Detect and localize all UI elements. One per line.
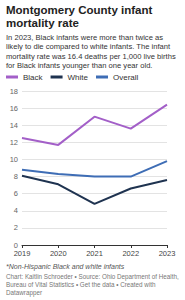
svg-text:2023: 2023 [159,248,176,257]
svg-text:Black: Black [23,73,44,82]
svg-text:2022: 2022 [122,248,139,257]
svg-text:2: 2 [14,223,18,232]
svg-text:8: 8 [14,172,18,181]
svg-text:2019: 2019 [14,248,31,257]
svg-text:Overall: Overall [113,73,139,82]
svg-text:6: 6 [14,189,18,198]
svg-text:16: 16 [10,103,18,112]
html-text:In 2023, Black infants were mo: In 2023, Black infants were more than tw… [6,33,176,71]
html-text:*Non-Hispanic Black and white: *Non-Hispanic Black and white infants [6,263,125,270]
svg-text:12: 12 [10,137,18,146]
svg-text:10: 10 [10,155,18,164]
svg-text:2021: 2021 [86,248,103,257]
html-text:Chart: Kaitlin Schroeder • Sou: Chart: Kaitlin Schroeder • Source: Ohio … [6,273,179,296]
svg-text:18: 18 [10,86,18,95]
svg-text:14: 14 [10,120,18,129]
svg-text:0: 0 [13,240,18,250]
svg-text:2020: 2020 [50,248,67,257]
svg-text:White: White [68,73,89,82]
html-text:Montgomery County infant morta: Montgomery County infant mortality rate [6,4,153,29]
svg-text:4: 4 [14,206,18,215]
